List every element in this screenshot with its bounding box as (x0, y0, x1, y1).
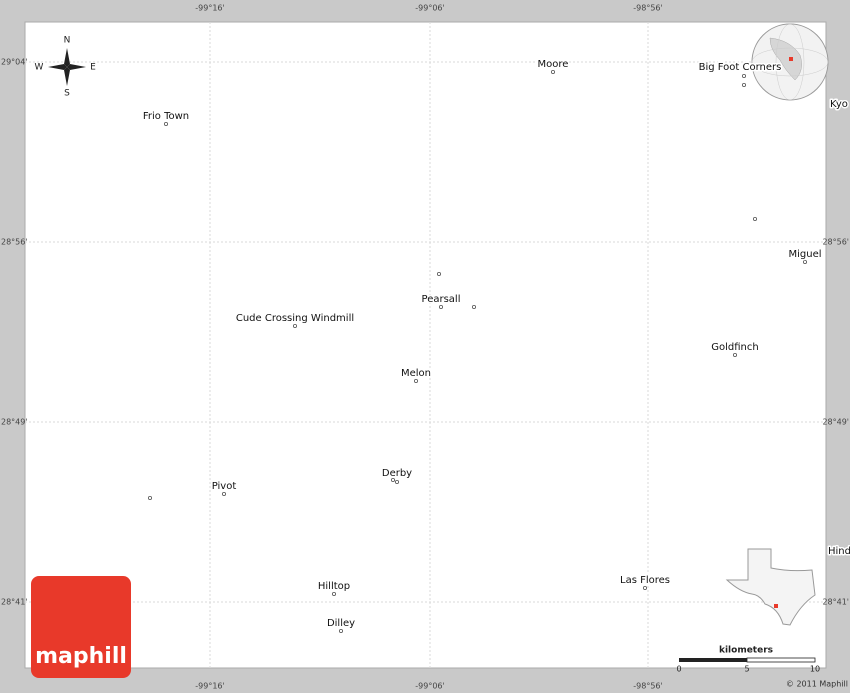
place-label: Kyo (830, 99, 848, 110)
place-label: Las Flores (620, 575, 670, 586)
place-label: Miguel (788, 249, 821, 260)
logo-text: maphill (35, 644, 127, 669)
place-dot (742, 83, 747, 88)
place-dot (331, 592, 336, 597)
place-dot (147, 495, 152, 500)
place-dot (413, 378, 418, 383)
place-label: Cude Crossing Windmill (236, 313, 354, 324)
place-dot (643, 586, 648, 591)
lat-label: 28°56' (822, 238, 849, 247)
place-dot (803, 259, 808, 264)
place-label: Frio Town (143, 111, 189, 122)
logo: maphill (31, 576, 131, 678)
lon-label: -99°16' (195, 4, 224, 13)
graticule (25, 22, 826, 668)
lat-label: 28°56' (1, 238, 28, 247)
place-dot (292, 323, 297, 328)
lon-label: -99°06' (415, 4, 444, 13)
lat-label: 28°41' (1, 598, 28, 607)
place-label: Pivot (212, 481, 237, 492)
lat-label: 28°49' (822, 418, 849, 427)
lon-label: -99°06' (415, 682, 444, 691)
compass: N S W E (35, 36, 97, 99)
scale-bar: kilometers (679, 646, 816, 663)
place-label: Derby (382, 468, 412, 479)
scale-tick: 10 (810, 665, 820, 674)
scale-tick: 5 (744, 665, 749, 674)
compass-s: S (64, 89, 70, 99)
lon-label: -98°56' (633, 682, 662, 691)
place-label: Pearsall (422, 294, 461, 305)
map-area (24, 21, 827, 669)
lon-label: -98°56' (633, 4, 662, 13)
place-label: Goldfinch (711, 342, 758, 353)
place-label: Big Foot Corners (699, 62, 782, 73)
lon-label: -99°16' (195, 682, 224, 691)
place-dot (394, 479, 399, 484)
lat-label: 29°04' (1, 58, 28, 67)
copyright: © 2011 Maphill (786, 680, 848, 689)
lat-label: 28°49' (1, 418, 28, 427)
place-label: Melon (401, 368, 431, 379)
state-inset (725, 548, 816, 626)
place-label: Dilley (327, 618, 355, 629)
place-dot (390, 477, 395, 482)
scale-tick: 0 (676, 665, 681, 674)
compass-n: N (64, 36, 71, 46)
scale-title: kilometers (719, 646, 773, 656)
compass-w: W (35, 63, 44, 73)
place-label: Hilltop (318, 581, 350, 592)
place-dot (221, 491, 226, 496)
extra-dots (147, 83, 758, 500)
place-dot (338, 629, 343, 634)
lat-label: 28°41' (822, 598, 849, 607)
place-dot (551, 70, 556, 75)
place-dot (436, 271, 441, 276)
place-dot (742, 74, 747, 79)
globe (751, 23, 829, 101)
place-dot (733, 352, 738, 357)
place-dot (163, 122, 168, 127)
place-label: Moore (538, 59, 569, 70)
place-label: Hind (828, 546, 850, 557)
place-dot (471, 304, 476, 309)
place-dot (438, 304, 443, 309)
compass-e: E (90, 63, 96, 73)
place-dot (753, 216, 758, 221)
